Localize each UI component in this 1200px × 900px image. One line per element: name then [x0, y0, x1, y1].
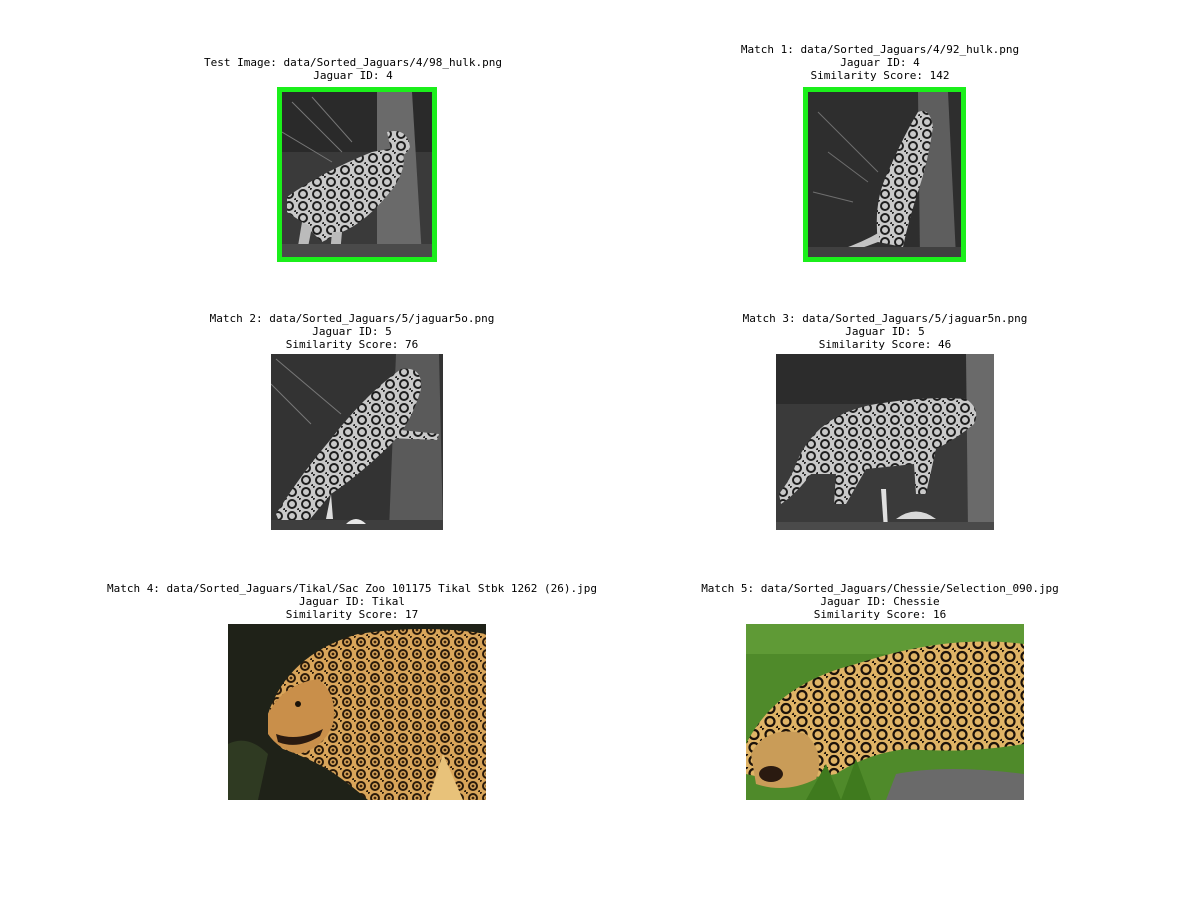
match-2-photo	[271, 354, 443, 530]
jaguar-image	[271, 354, 443, 530]
jaguar-image	[282, 92, 432, 257]
test-image-photo	[277, 87, 437, 262]
caption-line-path: Match 1: data/Sorted_Jaguars/4/92_hulk.p…	[740, 43, 1020, 56]
match-5-caption: Match 5: data/Sorted_Jaguars/Chessie/Sel…	[700, 582, 1060, 621]
match-5-photo	[746, 624, 1024, 800]
jaguar-image	[776, 354, 994, 530]
caption-line-score: Similarity Score: 46	[818, 338, 952, 351]
caption-line-path: Test Image: data/Sorted_Jaguars/4/98_hul…	[203, 56, 502, 69]
caption-line-path: Match 3: data/Sorted_Jaguars/5/jaguar5n.…	[742, 312, 1028, 325]
caption-line-score: Similarity Score: 17	[285, 608, 419, 621]
caption-line-id: Jaguar ID: 5	[312, 325, 392, 338]
caption-line-id: Jaguar ID: 4	[313, 69, 393, 82]
test-image-caption: Test Image: data/Sorted_Jaguars/4/98_hul…	[203, 56, 503, 82]
caption-line-id: Jaguar ID: 5	[845, 325, 925, 338]
match-1-photo	[803, 87, 966, 262]
caption-line-id: Jaguar ID: 4	[840, 56, 920, 69]
match-3-photo	[776, 354, 994, 530]
match-3-caption: Match 3: data/Sorted_Jaguars/5/jaguar5n.…	[730, 312, 1040, 351]
caption-line-path: Match 5: data/Sorted_Jaguars/Chessie/Sel…	[701, 582, 1059, 595]
match-1-caption: Match 1: data/Sorted_Jaguars/4/92_hulk.p…	[730, 43, 1030, 82]
match-4-photo	[228, 624, 486, 800]
jaguar-image	[808, 92, 961, 257]
jaguar-image	[746, 624, 1024, 800]
caption-line-id: Jaguar ID: Chessie	[820, 595, 940, 608]
match-4-caption: Match 4: data/Sorted_Jaguars/Tikal/Sac Z…	[102, 582, 602, 621]
caption-line-id: Jaguar ID: Tikal	[299, 595, 405, 608]
caption-line-score: Similarity Score: 76	[285, 338, 419, 351]
caption-line-path: Match 2: data/Sorted_Jaguars/5/jaguar5o.…	[209, 312, 495, 325]
jaguar-image	[228, 624, 486, 800]
caption-line-path: Match 4: data/Sorted_Jaguars/Tikal/Sac Z…	[106, 582, 598, 595]
caption-line-score: Similarity Score: 142	[810, 69, 950, 82]
match-2-caption: Match 2: data/Sorted_Jaguars/5/jaguar5o.…	[202, 312, 502, 351]
caption-line-score: Similarity Score: 16	[813, 608, 947, 621]
